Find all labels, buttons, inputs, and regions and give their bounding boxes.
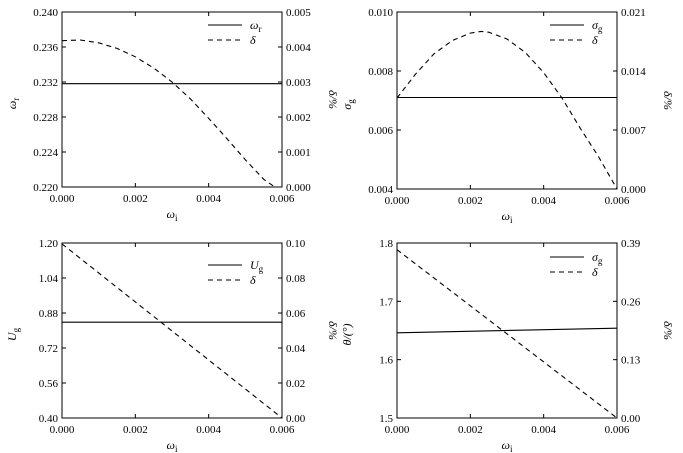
x-tick-label: 0.006 bbox=[605, 195, 630, 207]
x-tick-label: 0.002 bbox=[123, 193, 148, 205]
y-axis-label: ωr bbox=[5, 98, 21, 109]
x-tick-label: 0.000 bbox=[385, 195, 410, 207]
y-tick-label: 1.7 bbox=[379, 296, 393, 308]
y-tick-label: 0.008 bbox=[368, 66, 393, 78]
series-line-delta bbox=[396, 30, 618, 190]
y2-tick-label: 0.003 bbox=[286, 77, 311, 89]
x-tick-label: 0.006 bbox=[270, 193, 295, 205]
legend-label: δ bbox=[592, 33, 598, 47]
y2-tick-label: 0.000 bbox=[621, 184, 646, 196]
y2-tick-label: 0.002 bbox=[286, 112, 311, 124]
y-tick-label: 1.5 bbox=[379, 413, 393, 425]
legend-label: δ bbox=[250, 33, 256, 47]
y2-tick-label: 0.021 bbox=[621, 7, 646, 19]
y-tick-label: 0.220 bbox=[33, 182, 58, 194]
y2-tick-label: 0.13 bbox=[621, 355, 641, 367]
y-tick-label: 0.010 bbox=[368, 7, 393, 19]
y2-axis-label: δ/% bbox=[661, 91, 675, 110]
y2-tick-label: 0.00 bbox=[286, 413, 306, 425]
x-tick-label: 0.002 bbox=[123, 424, 148, 436]
chart-panel-1: 0.000 0.002 0.004 0.006 0.220 0.224 0.228 0.232… bbox=[5, 7, 340, 223]
series-line-delta bbox=[396, 249, 618, 419]
plot-frame bbox=[61, 242, 283, 419]
y-tick-label: 0.236 bbox=[33, 42, 58, 54]
y-tick-label: 0.72 bbox=[39, 343, 58, 355]
x-axis-label: ωi bbox=[502, 438, 513, 453]
chart-panel-2: 0.000 0.002 0.004 0.006 0.004 0.006 0.008 0.010… bbox=[340, 7, 675, 225]
plot-frame bbox=[396, 11, 618, 190]
legend-label: ωr bbox=[250, 18, 261, 34]
y-tick-label: 1.8 bbox=[379, 238, 393, 250]
y2-tick-label: 0.000 bbox=[286, 182, 311, 194]
y-tick-label: 0.004 bbox=[368, 184, 393, 196]
y-tick-label: 0.232 bbox=[33, 77, 58, 89]
y2-tick-label: 0.04 bbox=[286, 343, 306, 355]
y-tick-label: 0.006 bbox=[368, 125, 393, 137]
y-tick-label: 0.88 bbox=[39, 308, 59, 320]
y2-tick-label: 0.00 bbox=[621, 413, 641, 425]
x-tick-label: 0.006 bbox=[270, 424, 295, 436]
y2-axis-label: δ/% bbox=[661, 321, 675, 340]
legend-label: δ bbox=[250, 273, 256, 287]
legend-label: δ bbox=[592, 265, 598, 279]
y2-axis-label: δ/% bbox=[326, 321, 340, 340]
legend: σgδ bbox=[550, 250, 603, 279]
plot-frame bbox=[396, 242, 618, 419]
series-line-delta bbox=[61, 243, 283, 419]
y2-tick-label: 0.26 bbox=[621, 296, 641, 308]
legend: ωrδ bbox=[208, 18, 261, 47]
x-tick-label: 0.004 bbox=[531, 195, 556, 207]
legend: σgδ bbox=[550, 18, 603, 47]
y2-tick-label: 0.10 bbox=[286, 238, 306, 250]
y-tick-label: 1.6 bbox=[379, 355, 393, 367]
y2-tick-label: 0.014 bbox=[621, 66, 646, 78]
x-axis-label: ωi bbox=[167, 207, 178, 223]
x-tick-label: 0.006 bbox=[605, 424, 630, 436]
x-tick-label: 0.004 bbox=[196, 424, 221, 436]
y2-tick-label: 0.39 bbox=[621, 238, 641, 250]
y2-tick-label: 0.001 bbox=[286, 147, 311, 159]
y-tick-label: 0.56 bbox=[39, 378, 59, 390]
x-tick-label: 0.000 bbox=[50, 193, 75, 205]
chart-panel-4: 0.000 0.002 0.004 0.006 1.5 1.6 1.7 1.8 0.00 0.13… bbox=[340, 238, 675, 453]
legend-label: σg bbox=[592, 18, 603, 34]
chart-panel-3: 0.000 0.002 0.004 0.006 0.40 0.56 0.72 0.88 1.04… bbox=[5, 238, 340, 453]
y2-axis-label: δ/% bbox=[326, 90, 340, 109]
x-tick-label: 0.000 bbox=[50, 424, 75, 436]
x-tick-label: 0.004 bbox=[531, 424, 556, 436]
y-axis-label: σg bbox=[340, 99, 356, 110]
plot-frame bbox=[61, 11, 283, 188]
y-tick-label: 0.240 bbox=[33, 7, 58, 19]
y-tick-label: 0.40 bbox=[39, 413, 59, 425]
y2-tick-label: 0.06 bbox=[286, 308, 306, 320]
series-line-delta bbox=[61, 39, 282, 188]
x-tick-label: 0.000 bbox=[385, 424, 410, 436]
series-line-main bbox=[396, 327, 618, 334]
y-tick-label: 1.04 bbox=[39, 273, 59, 285]
y2-tick-label: 0.005 bbox=[286, 7, 311, 19]
legend-label: σg bbox=[592, 250, 603, 266]
y2-tick-label: 0.007 bbox=[621, 125, 646, 137]
x-tick-label: 0.002 bbox=[458, 424, 483, 436]
x-axis-label: ωi bbox=[167, 438, 178, 453]
y-tick-label: 1.20 bbox=[39, 238, 59, 250]
y2-tick-label: 0.02 bbox=[286, 378, 305, 390]
y-axis-label: Ug bbox=[5, 327, 21, 341]
x-axis-label: ωi bbox=[502, 209, 513, 225]
y-tick-label: 0.224 bbox=[33, 147, 58, 159]
y2-tick-label: 0.08 bbox=[286, 273, 306, 285]
legend-label: Ug bbox=[250, 258, 264, 274]
legend: Ugδ bbox=[208, 258, 264, 287]
x-tick-label: 0.002 bbox=[458, 195, 483, 207]
y2-tick-label: 0.004 bbox=[286, 42, 311, 54]
x-tick-label: 0.004 bbox=[196, 193, 221, 205]
y-tick-label: 0.228 bbox=[33, 112, 58, 124]
y-axis-label: θ/(°) bbox=[340, 323, 354, 345]
